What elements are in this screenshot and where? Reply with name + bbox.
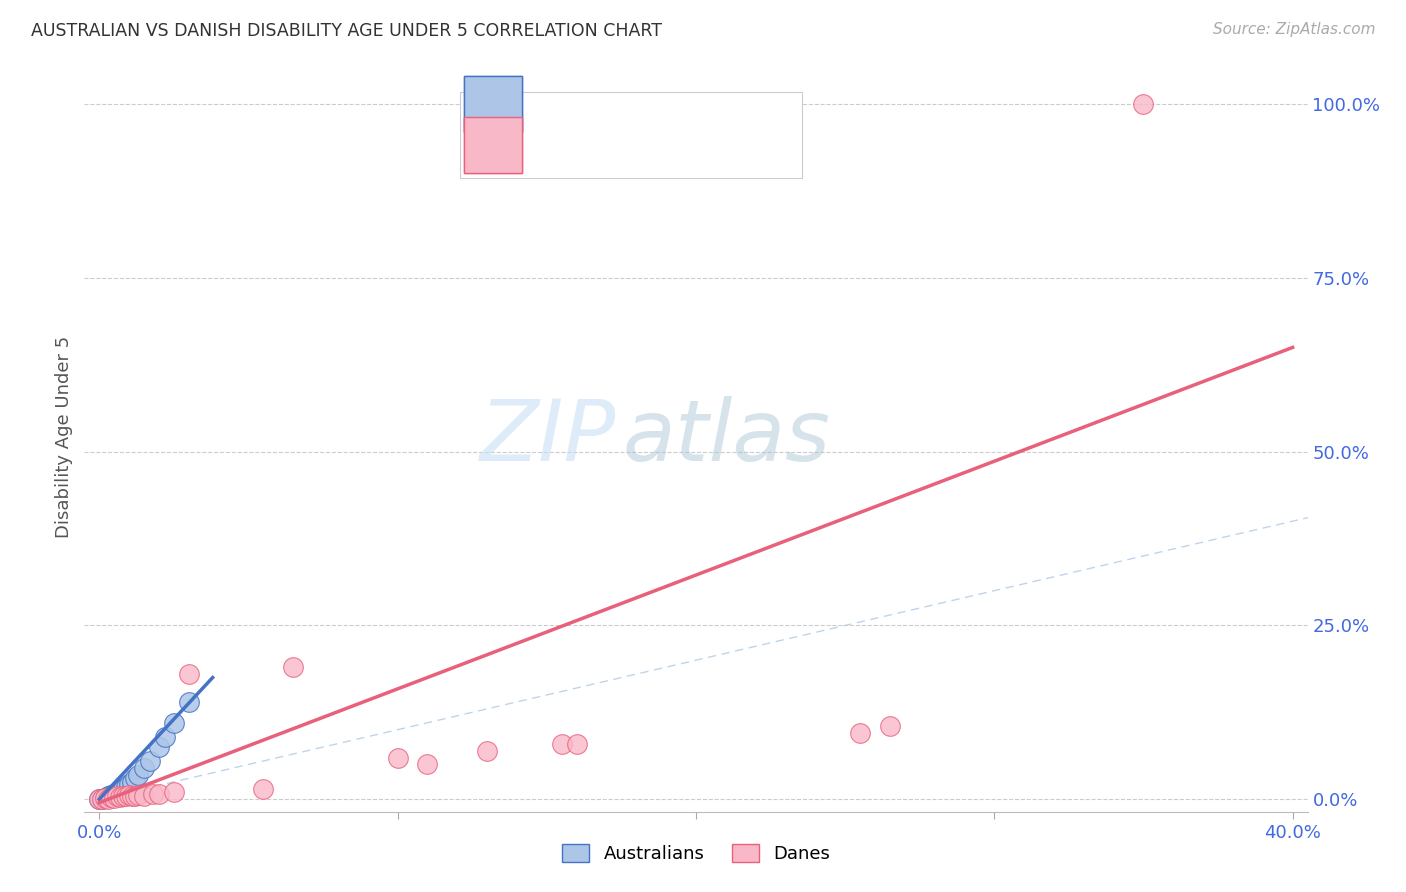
Point	[416, 757, 439, 772]
Text: N = 20: N = 20	[688, 95, 761, 113]
Text: R = 0.650: R = 0.650	[534, 136, 624, 153]
Point	[163, 715, 186, 730]
Point	[89, 792, 111, 806]
Point	[139, 754, 162, 768]
FancyBboxPatch shape	[464, 76, 522, 132]
Point	[121, 789, 143, 803]
Legend: Australians, Danes: Australians, Danes	[555, 837, 837, 870]
Point	[148, 740, 170, 755]
Point	[879, 719, 901, 733]
Point	[118, 788, 141, 802]
Point	[551, 737, 574, 751]
Point	[97, 789, 120, 804]
Point	[132, 761, 155, 775]
Point	[124, 789, 146, 804]
Text: R = 0.864: R = 0.864	[534, 95, 624, 112]
Point	[103, 787, 125, 801]
Point	[121, 774, 143, 789]
Point	[148, 788, 170, 802]
Point	[387, 750, 409, 764]
Point	[1132, 97, 1154, 112]
Point	[115, 780, 138, 794]
Point	[127, 788, 149, 802]
Point	[105, 785, 128, 799]
Point	[163, 785, 186, 799]
Point	[252, 781, 274, 796]
Text: Source: ZipAtlas.com: Source: ZipAtlas.com	[1212, 22, 1375, 37]
Text: atlas: atlas	[623, 395, 831, 479]
Point	[124, 772, 146, 786]
Point	[849, 726, 872, 740]
Point	[153, 730, 176, 744]
Point	[91, 791, 114, 805]
Point	[132, 789, 155, 803]
Point	[283, 660, 305, 674]
Point	[89, 792, 111, 806]
Point	[177, 667, 200, 681]
FancyBboxPatch shape	[460, 92, 803, 178]
Text: N = 29: N = 29	[688, 136, 761, 154]
Point	[108, 790, 131, 805]
Point	[91, 791, 114, 805]
Point	[108, 784, 131, 798]
FancyBboxPatch shape	[464, 117, 522, 173]
Point	[94, 790, 117, 805]
Point	[142, 787, 165, 801]
Point	[565, 737, 588, 751]
Point	[100, 790, 122, 805]
FancyBboxPatch shape	[464, 117, 522, 173]
Point	[100, 788, 122, 802]
Point	[115, 789, 138, 804]
Point	[118, 777, 141, 791]
Point	[105, 789, 128, 804]
Y-axis label: Disability Age Under 5: Disability Age Under 5	[55, 336, 73, 538]
FancyBboxPatch shape	[464, 76, 522, 132]
Point	[103, 790, 125, 805]
Point	[112, 789, 135, 803]
Point	[94, 790, 117, 805]
Point	[97, 791, 120, 805]
Point	[475, 743, 498, 757]
Point	[177, 695, 200, 709]
Point	[112, 781, 135, 796]
Text: ZIP: ZIP	[481, 395, 616, 479]
Point	[127, 768, 149, 782]
Text: AUSTRALIAN VS DANISH DISABILITY AGE UNDER 5 CORRELATION CHART: AUSTRALIAN VS DANISH DISABILITY AGE UNDE…	[31, 22, 662, 40]
